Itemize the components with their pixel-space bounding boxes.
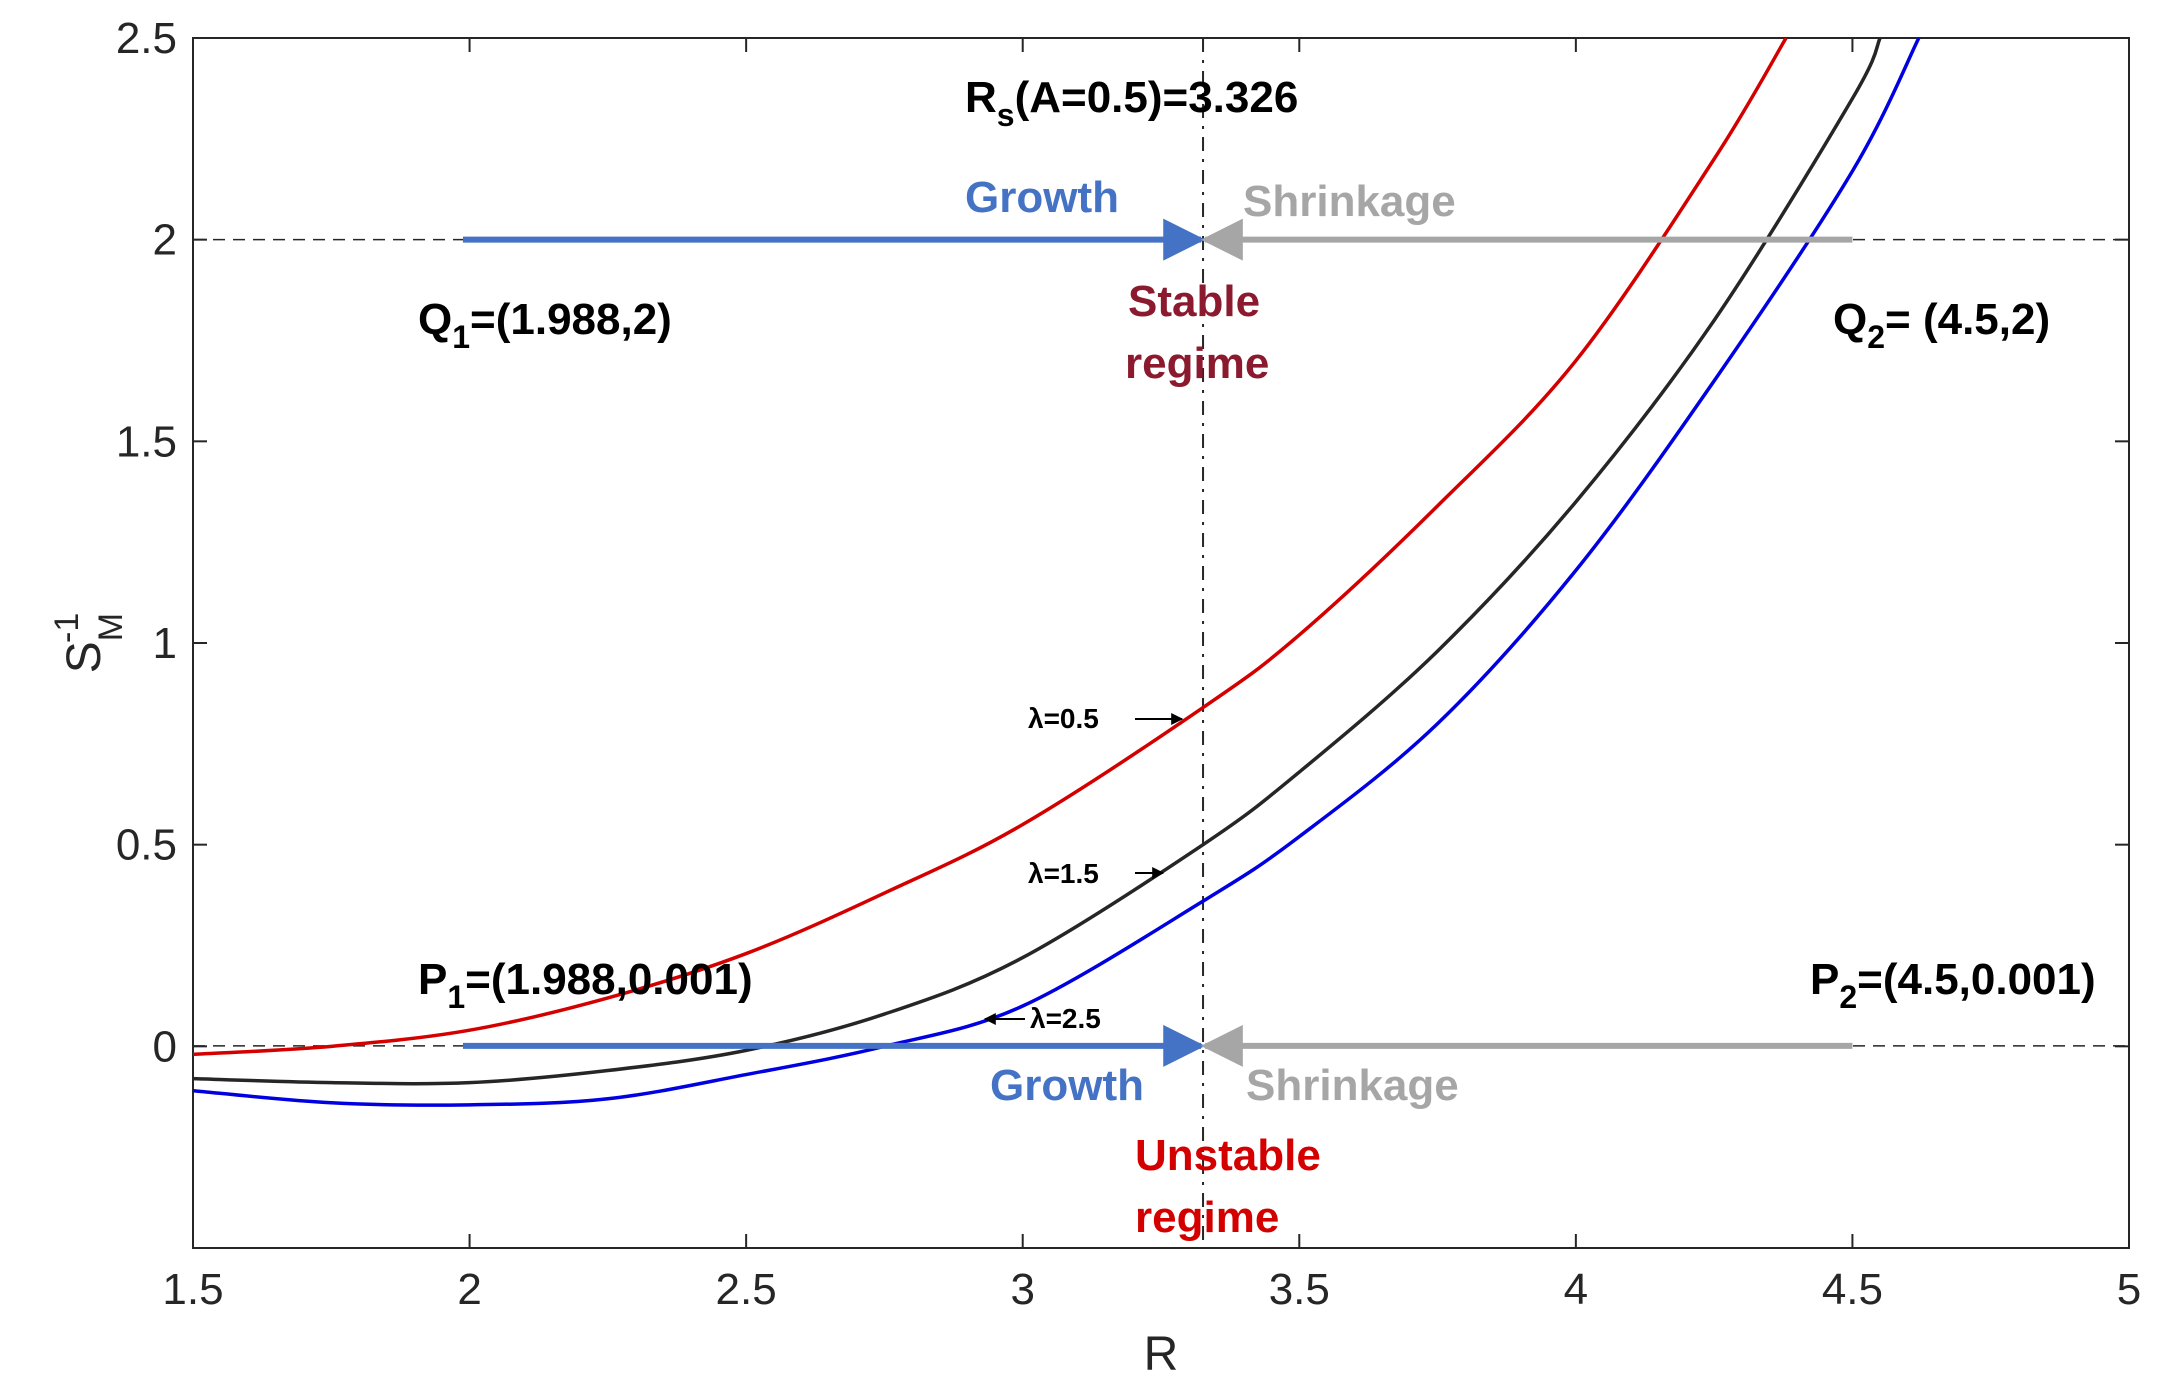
y-tick-label: 1.5 (116, 417, 177, 466)
x-tick-label: 1.5 (162, 1265, 223, 1314)
curve-lambda-1.5 (193, 38, 1882, 1086)
x-axis-label: R (1144, 1328, 1179, 1381)
growth-label-lower: Growth (990, 1061, 1144, 1110)
tick-labels: 1.5 2 2.5 3 3.5 4 4.5 5 0 0.5 1 1.5 2 2.5 (116, 14, 2141, 1314)
x-tick-label: 3.5 (1269, 1265, 1330, 1314)
y-tick-label: 1 (153, 619, 177, 668)
curves (193, 38, 1921, 1107)
y-tick-label: 0.5 (116, 821, 177, 870)
point-label-p2: P2=(4.5,0.001) (1810, 955, 2096, 1015)
growth-label-upper: Growth (965, 173, 1119, 222)
point-label-q1: Q1=(1.988,2) (418, 295, 672, 355)
x-tick-label: 2.5 (716, 1265, 777, 1314)
y-tick-label: 2.5 (116, 14, 177, 63)
lambda-label-1-5: λ=1.5 (1028, 858, 1099, 889)
curve-lambda-0.5 (193, 38, 1788, 1057)
lambda-label-2-5: λ=2.5 (1030, 1003, 1101, 1034)
stable-regime-line2: regime (1125, 339, 1269, 388)
stable-regime-line1: Stable (1128, 277, 1260, 326)
unstable-regime-line2: regime (1135, 1193, 1279, 1242)
svg-text:SM-1: SM-1 (48, 613, 130, 674)
y-tick-label: 2 (153, 216, 177, 265)
x-tick-label: 2 (457, 1265, 481, 1314)
y-tick-label: 0 (153, 1022, 177, 1071)
x-tick-label: 4 (1564, 1265, 1588, 1314)
x-tick-label: 5 (2117, 1265, 2141, 1314)
point-label-p1: P1=(1.988,0.001) (418, 955, 753, 1015)
threshold-label: Rs(A=0.5)=3.326 (965, 73, 1298, 133)
lambda-label-0-5: λ=0.5 (1028, 703, 1099, 734)
x-tick-label: 4.5 (1822, 1265, 1883, 1314)
x-tick-label: 3 (1010, 1265, 1034, 1314)
curve-lambda-2.5 (193, 38, 1921, 1107)
unstable-regime-line1: Unstable (1135, 1131, 1321, 1180)
plot-area (192, 37, 2130, 1249)
shrinkage-label-upper: Shrinkage (1243, 177, 1456, 226)
point-label-q2: Q2= (4.5,2) (1833, 295, 2050, 355)
shrinkage-label-lower: Shrinkage (1246, 1061, 1459, 1110)
y-axis-label: SM-1 (48, 613, 130, 674)
